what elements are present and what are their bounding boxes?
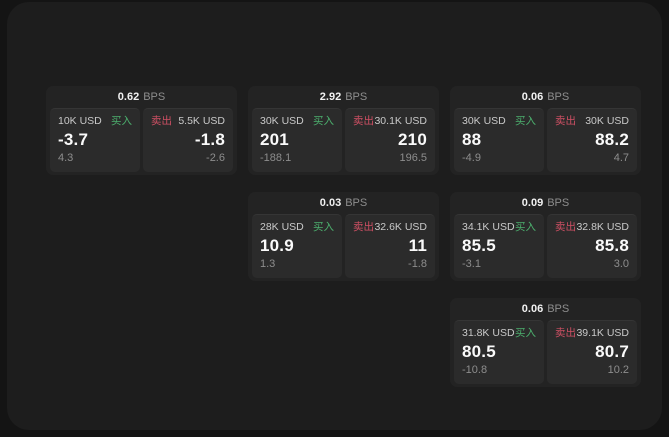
buy-panel[interactable]: 28K USD 买入 10.9 1.3 (252, 214, 342, 278)
sell-side-label: 卖出 (555, 115, 576, 127)
buy-delta: -4.9 (462, 152, 481, 164)
sell-delta: 3.0 (613, 258, 629, 270)
bps-header: 2.92 BPS (248, 86, 439, 108)
sell-delta: -2.6 (206, 152, 225, 164)
quote-card: 0.62 BPS 10K USD 买入 -3.7 4.3 卖出 5.5K USD… (46, 86, 237, 175)
sell-panel[interactable]: 卖出 39.1K USD 80.7 10.2 (547, 320, 637, 384)
bps-header: 0.62 BPS (46, 86, 237, 108)
buy-side-label: 买入 (313, 221, 334, 233)
cards-grid: 0.62 BPS 10K USD 买入 -3.7 4.3 卖出 5.5K USD… (46, 86, 641, 387)
sell-side-label: 卖出 (151, 115, 172, 127)
buy-sell-panels: 31.8K USD 买入 80.5 -10.8 卖出 39.1K USD 80.… (450, 320, 641, 387)
buy-price: 10.9 (260, 236, 294, 255)
bps-value: 0.62 (117, 91, 140, 103)
sell-panel[interactable]: 卖出 32.8K USD 85.8 3.0 (547, 214, 637, 278)
sell-price: 85.8 (595, 236, 629, 255)
sell-price: 80.7 (595, 342, 629, 361)
sell-amount: 5.5K USD (178, 115, 225, 127)
bps-unit-label: BPS (345, 91, 368, 103)
buy-amount: 30K USD (260, 115, 304, 127)
buy-amount: 10K USD (58, 115, 102, 127)
buy-panel[interactable]: 10K USD 买入 -3.7 4.3 (50, 108, 140, 172)
buy-amount: 31.8K USD (462, 327, 515, 339)
buy-sell-panels: 28K USD 买入 10.9 1.3 卖出 32.6K USD 11 -1.8 (248, 214, 439, 281)
buy-price: 88 (462, 130, 482, 149)
buy-delta: 1.3 (260, 258, 276, 270)
buy-side-label: 买入 (111, 115, 132, 127)
buy-amount: 28K USD (260, 221, 304, 233)
sell-amount: 32.6K USD (374, 221, 427, 233)
buy-price: 85.5 (462, 236, 496, 255)
buy-delta: -10.8 (462, 364, 488, 376)
sell-delta: -1.8 (408, 258, 427, 270)
sell-delta: 196.5 (399, 152, 427, 164)
buy-sell-panels: 10K USD 买入 -3.7 4.3 卖出 5.5K USD -1.8 -2.… (46, 108, 237, 175)
bps-value: 2.92 (319, 91, 342, 103)
buy-delta: -3.1 (462, 258, 481, 270)
sell-panel[interactable]: 卖出 30K USD 88.2 4.7 (547, 108, 637, 172)
bps-value: 0.06 (521, 303, 544, 315)
buy-panel[interactable]: 30K USD 买入 88 -4.9 (454, 108, 544, 172)
buy-delta: 4.3 (58, 152, 74, 164)
sell-price: 88.2 (595, 130, 629, 149)
bps-header: 0.06 BPS (450, 86, 641, 108)
sell-amount: 30.1K USD (374, 115, 427, 127)
sell-price: 11 (408, 236, 427, 255)
buy-side-label: 买入 (313, 115, 334, 127)
bps-header: 0.06 BPS (450, 298, 641, 320)
bps-unit-label: BPS (345, 197, 368, 209)
bps-unit-label: BPS (547, 197, 570, 209)
sell-price: -1.8 (194, 130, 225, 149)
bps-value: 0.03 (319, 197, 342, 209)
sell-amount: 39.1K USD (576, 327, 629, 339)
buy-amount: 34.1K USD (462, 221, 515, 233)
buy-price: 80.5 (462, 342, 496, 361)
buy-delta: -188.1 (260, 152, 292, 164)
quote-card: 2.92 BPS 30K USD 买入 201 -188.1 卖出 30.1K … (248, 86, 439, 175)
sell-panel[interactable]: 卖出 32.6K USD 11 -1.8 (345, 214, 435, 278)
buy-price: -3.7 (58, 130, 89, 149)
buy-side-label: 买入 (515, 221, 536, 233)
sell-side-label: 卖出 (353, 221, 374, 233)
buy-amount: 30K USD (462, 115, 506, 127)
sell-amount: 30K USD (585, 115, 629, 127)
quote-card: 0.06 BPS 30K USD 买入 88 -4.9 卖出 30K USD 8… (450, 86, 641, 175)
sell-price: 210 (398, 130, 427, 149)
sell-side-label: 卖出 (353, 115, 374, 127)
buy-sell-panels: 30K USD 买入 201 -188.1 卖出 30.1K USD 210 1… (248, 108, 439, 175)
quote-card: 0.09 BPS 34.1K USD 买入 85.5 -3.1 卖出 32.8K… (450, 192, 641, 281)
sell-panel[interactable]: 卖出 30.1K USD 210 196.5 (345, 108, 435, 172)
buy-panel[interactable]: 34.1K USD 买入 85.5 -3.1 (454, 214, 544, 278)
sell-side-label: 卖出 (555, 221, 576, 233)
quote-card: 0.06 BPS 31.8K USD 买入 80.5 -10.8 卖出 39.1… (450, 298, 641, 387)
buy-sell-panels: 30K USD 买入 88 -4.9 卖出 30K USD 88.2 4.7 (450, 108, 641, 175)
buy-panel[interactable]: 31.8K USD 买入 80.5 -10.8 (454, 320, 544, 384)
sell-amount: 32.8K USD (576, 221, 629, 233)
bps-header: 0.03 BPS (248, 192, 439, 214)
sell-delta: 4.7 (613, 152, 629, 164)
bps-header: 0.09 BPS (450, 192, 641, 214)
sell-panel[interactable]: 卖出 5.5K USD -1.8 -2.6 (143, 108, 233, 172)
sell-delta: 10.2 (607, 364, 629, 376)
buy-sell-panels: 34.1K USD 买入 85.5 -3.1 卖出 32.8K USD 85.8… (450, 214, 641, 281)
buy-panel[interactable]: 30K USD 买入 201 -188.1 (252, 108, 342, 172)
quote-card: 0.03 BPS 28K USD 买入 10.9 1.3 卖出 32.6K US… (248, 192, 439, 281)
buy-price: 201 (260, 130, 289, 149)
bps-value: 0.06 (521, 91, 544, 103)
bps-unit-label: BPS (547, 91, 570, 103)
bps-unit-label: BPS (143, 91, 166, 103)
buy-side-label: 买入 (515, 327, 536, 339)
bps-value: 0.09 (521, 197, 544, 209)
sell-side-label: 卖出 (555, 327, 576, 339)
bps-unit-label: BPS (547, 303, 570, 315)
buy-side-label: 买入 (515, 115, 536, 127)
app-panel: 0.62 BPS 10K USD 买入 -3.7 4.3 卖出 5.5K USD… (7, 2, 662, 430)
